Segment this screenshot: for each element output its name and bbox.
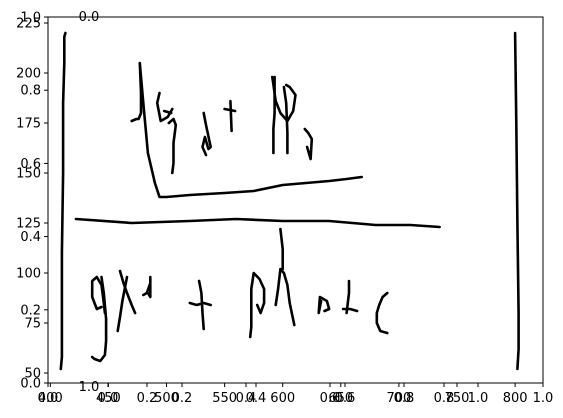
y-overlay-label-0: 0.0 — [20, 377, 41, 392]
stroke-21 — [248, 271, 266, 339]
y-overlay-label-1: 0.2 — [20, 303, 41, 318]
stroke-18 — [142, 275, 152, 299]
stroke-2 — [74, 217, 441, 229]
x-main-label-6: 700 — [387, 391, 412, 406]
stroke-15 — [90, 275, 107, 315]
stroke-16 — [118, 269, 137, 315]
y-overlay-label-3: 0.6 — [20, 157, 41, 172]
x-main-label-1: 450 — [96, 391, 121, 406]
x-overlay-a-label-5: 1.0 — [533, 391, 554, 406]
y-overlay-label-5: 1.0 — [20, 11, 41, 26]
stroke-20 — [197, 279, 205, 331]
x-overlay-b-label-2: 0.4 — [246, 391, 267, 406]
stroke-12 — [272, 75, 276, 155]
stroke-17 — [116, 275, 129, 333]
y-main-label-7: 225 — [16, 17, 41, 32]
x-overlay-b-label-0: 0.0 — [98, 391, 119, 406]
y-overlay-label-2: 0.4 — [20, 230, 41, 245]
y-overlay-label-4: 0.8 — [20, 84, 41, 99]
x-overlay-a-label-1: 0.2 — [137, 391, 158, 406]
y-main-label-3: 125 — [16, 217, 41, 232]
x-overlay-a-label-4: 0.8 — [434, 391, 455, 406]
x-overlay-b-label-5: 1.0 — [468, 391, 489, 406]
x-overlay-a-label-0: 0.0 — [38, 391, 59, 406]
stroke-5 — [167, 117, 178, 175]
x-overlay-b-label-3: 0.6 — [320, 391, 341, 406]
stroke-13 — [303, 127, 314, 161]
stroke-23 — [279, 227, 284, 271]
stray-label-top: 0.0 — [79, 10, 100, 25]
tick-labels: 400 450 500 550 600 650 700 750 800 50 75 100 125 150… — [16, 10, 553, 406]
stray-label-bottom: 1.0 — [79, 380, 100, 395]
stroke-24 — [317, 295, 331, 315]
stroke-9 — [223, 107, 237, 113]
stroke-10 — [271, 75, 297, 123]
stroke-1 — [513, 31, 520, 371]
stroke-14 — [90, 275, 108, 363]
x-main-label-0: 400 — [38, 391, 63, 406]
x-main-label-4: 600 — [270, 391, 295, 406]
axes-frame — [47, 16, 544, 384]
x-main-label-8: 800 — [503, 391, 528, 406]
stroke-11 — [282, 85, 289, 155]
handwriting-strokes — [59, 31, 520, 371]
x-main-label-5: 650 — [328, 391, 353, 406]
stroke-22 — [274, 267, 296, 327]
y-main-label-0: 50 — [24, 367, 41, 382]
y-main-label-5: 175 — [16, 117, 41, 132]
stroke-26 — [341, 307, 359, 313]
y-main-label-4: 150 — [16, 167, 41, 182]
x-overlay-a-label-2: 0.4 — [236, 391, 257, 406]
stroke-0 — [59, 31, 67, 371]
tick-marks — [44, 16, 544, 387]
x-overlay-b-label-1: 0.2 — [172, 391, 193, 406]
stroke-8 — [229, 99, 233, 133]
x-overlay-b-label-4: 0.8 — [394, 391, 415, 406]
y-main-label-1: 75 — [24, 317, 41, 332]
x-main-label-2: 500 — [154, 391, 179, 406]
y-main-label-2: 100 — [16, 267, 41, 282]
x-overlay-a-label-3: 0.6 — [335, 391, 356, 406]
x-main-label-7: 750 — [445, 391, 470, 406]
y-main-label-6: 200 — [16, 67, 41, 82]
stroke-6 — [162, 109, 173, 115]
stroke-3 — [130, 61, 363, 199]
stroke-4 — [155, 91, 174, 123]
stroke-7 — [201, 111, 212, 157]
stroke-19 — [188, 301, 212, 307]
stroke-27 — [375, 291, 389, 335]
x-main-label-3: 550 — [212, 391, 237, 406]
